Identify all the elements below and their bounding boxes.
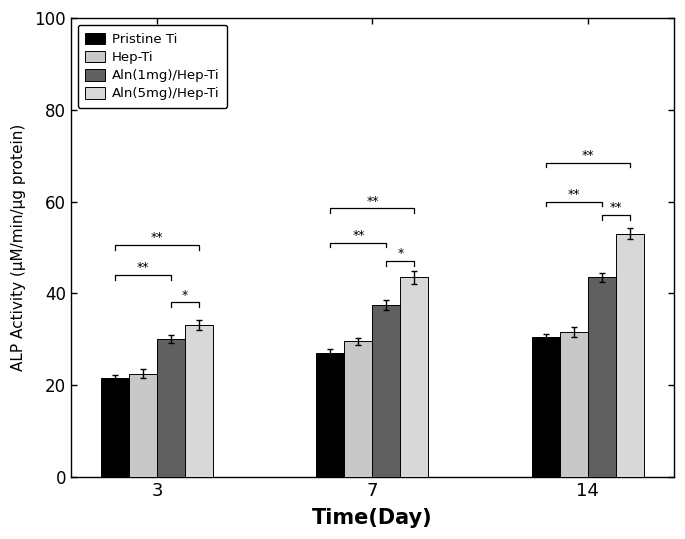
Bar	[401, 277, 428, 476]
Bar	[588, 277, 616, 476]
Text: **: **	[137, 261, 149, 274]
Text: **: **	[151, 231, 163, 244]
Text: **: **	[582, 149, 594, 162]
Bar	[532, 337, 560, 476]
Text: *: *	[397, 247, 403, 260]
Text: **: **	[610, 202, 622, 215]
Y-axis label: ALP Activity (μM/min/μg protein): ALP Activity (μM/min/μg protein)	[11, 124, 26, 371]
Text: **: **	[366, 195, 379, 208]
Text: **: **	[567, 188, 580, 201]
Bar	[129, 374, 157, 476]
Legend: Pristine Ti, Hep-Ti, Aln(1mg)/Hep-Ti, Aln(5mg)/Hep-Ti: Pristine Ti, Hep-Ti, Aln(1mg)/Hep-Ti, Al…	[77, 25, 227, 108]
Text: **: **	[352, 229, 364, 242]
Bar	[316, 353, 345, 476]
Bar	[345, 341, 373, 476]
Bar	[185, 326, 213, 476]
Bar	[373, 305, 401, 476]
X-axis label: Time(Day): Time(Day)	[312, 508, 433, 528]
Bar	[157, 339, 185, 476]
Bar	[560, 332, 588, 476]
Bar	[101, 378, 129, 476]
Bar	[616, 233, 644, 476]
Text: *: *	[182, 288, 188, 301]
